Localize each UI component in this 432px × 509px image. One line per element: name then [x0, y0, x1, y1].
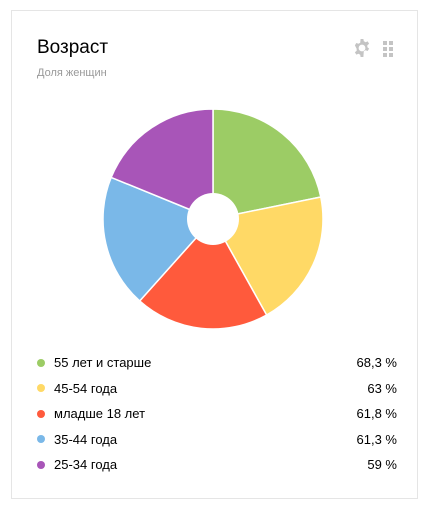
- donut-hole: [187, 193, 239, 245]
- legend-value: 61,3 %: [356, 431, 397, 447]
- gear-icon[interactable]: [352, 38, 372, 58]
- legend-value: 68,3 %: [356, 355, 397, 371]
- legend-item[interactable]: 55 лет и старше 68,3 %: [37, 350, 397, 376]
- widget-title: Возраст: [37, 37, 109, 58]
- chart-legend: 55 лет и старше 68,3 % 45-54 года 63 % младш…: [37, 350, 397, 478]
- legend-dot-icon: [37, 435, 45, 444]
- legend-item[interactable]: младше 18 лет 61,8 %: [37, 401, 397, 427]
- legend-label: 25-34 года: [54, 457, 118, 473]
- legend-dot-icon: [37, 460, 45, 469]
- legend-value: 59 %: [367, 457, 397, 473]
- legend-dot-icon: [37, 358, 45, 367]
- legend-value: 63 %: [367, 380, 397, 396]
- legend-value: 61,8 %: [356, 406, 397, 422]
- age-pie-chart: [102, 108, 324, 330]
- pie-slice-4[interactable]: [110, 108, 214, 221]
- pie-slice-2[interactable]: [138, 217, 268, 330]
- legend-label: 45-54 года: [54, 380, 118, 396]
- drag-handle-icon[interactable]: [381, 38, 395, 58]
- legend-label: 55 лет и старше: [54, 355, 152, 371]
- legend-label: 35-44 года: [54, 431, 118, 447]
- widget-subtitle: Доля женщин: [37, 67, 107, 79]
- legend-dot-icon: [37, 384, 45, 393]
- legend-item[interactable]: 35-44 года 61,3 %: [37, 427, 397, 453]
- legend-item[interactable]: 45-54 года 63 %: [37, 376, 397, 402]
- legend-label: младше 18 лет: [54, 406, 146, 422]
- legend-dot-icon: [37, 409, 45, 418]
- pie-slice-1[interactable]: [211, 196, 324, 317]
- legend-item[interactable]: 25-34 года 59 %: [37, 452, 397, 478]
- age-widget: Возраст Доля женщин 55 лет и старше 68,3 …: [11, 10, 418, 499]
- pie-slice-0[interactable]: [212, 108, 322, 220]
